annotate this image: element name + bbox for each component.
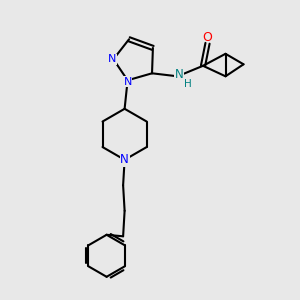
Text: N: N (120, 153, 129, 166)
Text: N: N (108, 54, 116, 64)
Text: O: O (202, 31, 212, 44)
Text: N: N (123, 77, 132, 87)
Text: N: N (175, 68, 183, 81)
Text: H: H (184, 79, 192, 89)
